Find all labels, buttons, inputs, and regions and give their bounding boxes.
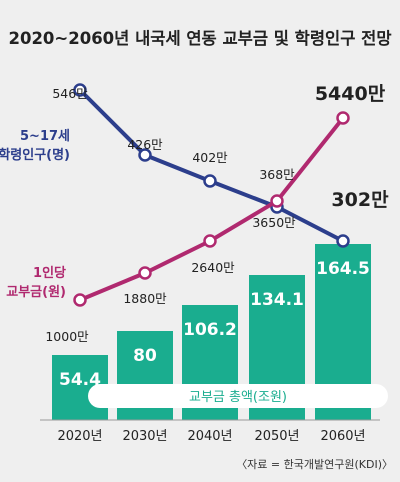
source-note: 〈자료 = 한국개발연구원(KDI)〉 — [236, 458, 393, 471]
series-point — [138, 148, 152, 162]
bar-value-label: 134.1 — [250, 290, 304, 310]
bar-value-label: 54.4 — [59, 370, 101, 390]
series-point — [336, 111, 350, 125]
series-value-label: 368만 — [259, 167, 295, 182]
series-point — [203, 234, 217, 248]
bar-value-label: 106.2 — [183, 320, 237, 340]
series-value-label: 302만 — [331, 189, 389, 211]
chart-title: 2020~2060년 내국세 연동 교부금 및 학령인구 전망 — [8, 28, 391, 48]
series-point — [203, 174, 217, 188]
series-value-label: 426만 — [127, 137, 163, 152]
series-value-label: 546만 — [52, 86, 88, 101]
x-tick-label: 2020년 — [57, 429, 102, 444]
bar-value-label: 80 — [133, 346, 157, 366]
x-tick-label: 2050년 — [254, 429, 299, 444]
series-point — [138, 266, 152, 280]
series-value-label: 3650만 — [252, 215, 296, 230]
x-tick-label: 2030년 — [122, 429, 167, 444]
series-value-label: 1880만 — [123, 291, 167, 306]
bar-value-label: 164.5 — [316, 259, 370, 279]
series-value-label: 2640만 — [191, 260, 235, 275]
series-name-label: 1인당 교부금(원) — [6, 265, 66, 300]
bar-legend-pill — [88, 384, 388, 408]
series-point — [73, 293, 87, 307]
series-point — [336, 234, 350, 248]
x-tick-label: 2060년 — [320, 429, 365, 444]
bars-group: 54.4 80 106.2 134.1 164.5 교부금 총액(조원) — [52, 244, 388, 420]
series-value-label: 402만 — [192, 150, 228, 165]
series-value-label: 5440만 — [315, 83, 386, 105]
series-point — [73, 83, 87, 97]
series-value-label: 1000만 — [45, 329, 89, 344]
lines-group: 546만 426만 402만 368만 302만 1000만 1880만 2640만 3650만… — [0, 83, 389, 344]
bar-legend-label: 교부금 총액(조원) — [189, 390, 287, 405]
series-point — [270, 194, 284, 208]
x-axis: 2020년 2030년 2040년 2050년 2060년 — [40, 419, 380, 444]
series-name-label: 5~17세 학령인구(명) — [0, 129, 70, 163]
x-tick-label: 2040년 — [187, 429, 232, 444]
